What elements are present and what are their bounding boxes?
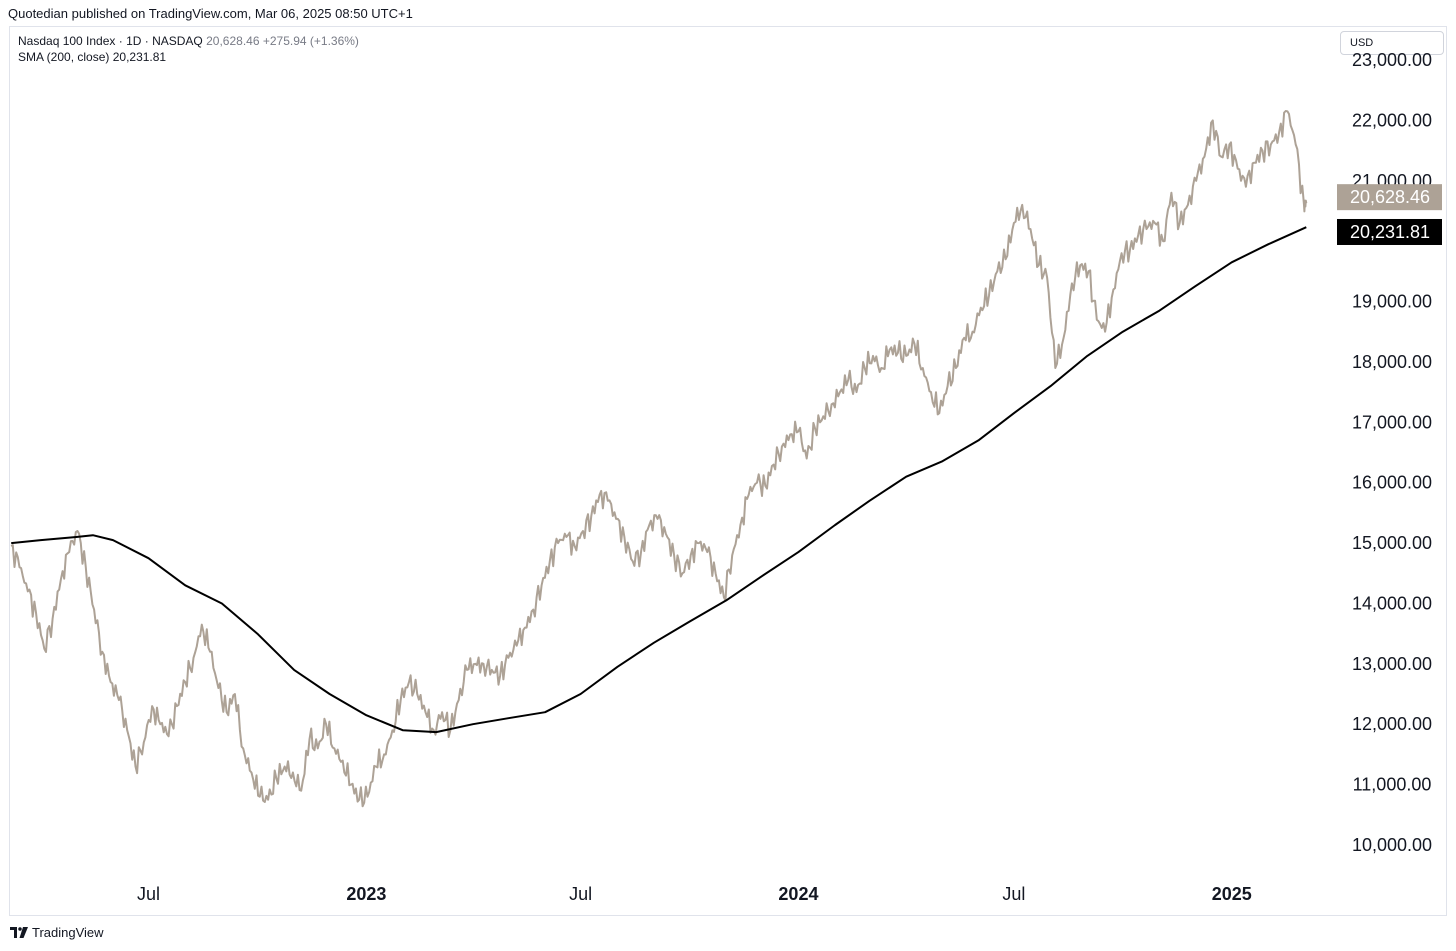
y-tick-label: 15,000.00 <box>1352 533 1432 553</box>
x-tick-year-label: 2024 <box>778 884 818 904</box>
sma-legend: SMA (200, close) 20,231.81 <box>18 50 166 64</box>
last-price-value: 20,628.46 <box>206 34 260 48</box>
published-by-line: Quotedian published on TradingView.com, … <box>8 6 413 21</box>
y-tick-label: 13,000.00 <box>1352 654 1432 674</box>
series-line-nasdaq-100[interactable] <box>10 110 1308 808</box>
y-tick-label: 22,000.00 <box>1352 110 1432 130</box>
series-line-sma-200[interactable] <box>11 226 1307 734</box>
currency-button[interactable]: USD <box>1340 31 1444 55</box>
y-tick-label: 14,000.00 <box>1352 593 1432 613</box>
y-axis: 10,000.00 11,000.00 12,000.00 13,000.00 14,0… <box>1352 50 1432 855</box>
currency-label: USD <box>1350 37 1374 49</box>
last-sma-badge-bg <box>1337 218 1442 245</box>
symbol-legend: Nasdaq 100 Index · 1D · NASDAQ 20,628.46… <box>18 34 359 48</box>
badge-layer: 20,628.46 20,231.81 <box>1337 184 1442 245</box>
x-tick-month-label: Jul <box>569 884 592 904</box>
y-tick-label: 17,000.00 <box>1352 412 1432 432</box>
last-price-badge: 20,628.46 <box>1350 187 1430 207</box>
series-layer <box>10 110 1308 808</box>
y-tick-label: 12,000.00 <box>1352 714 1432 734</box>
x-tick-year-label: 2025 <box>1212 884 1252 904</box>
tradingview-footer[interactable]: TradingView <box>10 925 104 940</box>
x-tick-month-label: Jul <box>1002 884 1025 904</box>
price-change-value: +275.94 (+1.36%) <box>262 34 359 48</box>
symbol-title[interactable]: Nasdaq 100 Index · 1D · NASDAQ <box>18 34 203 48</box>
y-tick-label: 19,000.00 <box>1352 292 1432 312</box>
y-tick-label: 11,000.00 <box>1353 775 1432 795</box>
x-tick-month-label: Jul <box>137 884 160 904</box>
y-tick-label: 10,000.00 <box>1352 835 1432 855</box>
sma-indicator-label[interactable]: SMA (200, close) <box>18 50 110 64</box>
y-tick-label: 18,000.00 <box>1352 352 1432 372</box>
x-tick-year-label: 2023 <box>346 884 386 904</box>
tradingview-logo-icon <box>10 927 28 938</box>
tradingview-brand: TradingView <box>32 925 104 940</box>
sma-indicator-value: 20,231.81 <box>112 50 167 64</box>
last-price-badge-bg <box>1337 184 1442 211</box>
y-tick-label: 23,000.00 <box>1352 50 1432 70</box>
chart-frame <box>9 26 1447 916</box>
y-tick-label: 16,000.00 <box>1352 473 1432 493</box>
last-sma-badge: 20,231.81 <box>1350 222 1430 242</box>
x-axis: Jul 2023 Jul 2024 Jul 2025 <box>137 884 1252 904</box>
